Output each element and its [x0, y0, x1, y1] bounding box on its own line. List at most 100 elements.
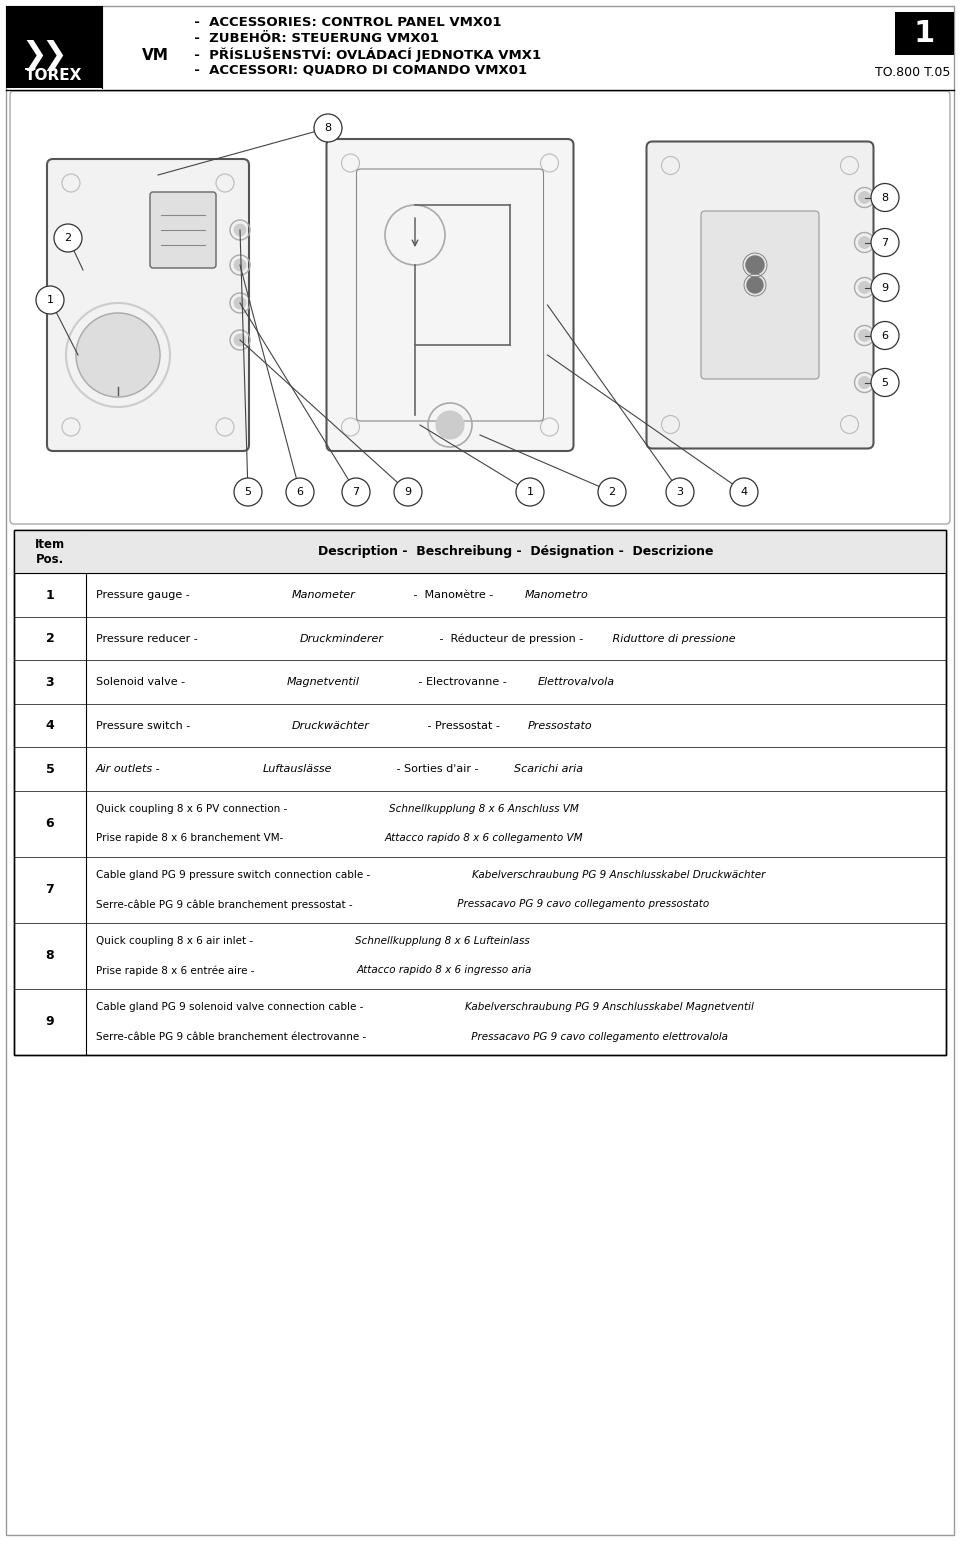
- Bar: [14, 530, 946, 1056]
- Circle shape: [314, 114, 342, 142]
- Circle shape: [871, 322, 899, 350]
- Text: - Pressostat -: - Pressostat -: [424, 721, 504, 730]
- Text: Cable gland PG 9 solenoid valve connection cable -: Cable gland PG 9 solenoid valve connecti…: [96, 1003, 367, 1012]
- Circle shape: [746, 256, 764, 274]
- Text: Scarichi aria: Scarichi aria: [514, 764, 583, 774]
- Text: Druckwächter: Druckwächter: [292, 721, 370, 730]
- Circle shape: [871, 273, 899, 302]
- Text: Elettrovalvola: Elettrovalvola: [538, 676, 614, 687]
- Text: Kabelverschraubung PG 9 Anschlusskabel Druckwächter: Kabelverschraubung PG 9 Anschlusskabel D…: [472, 871, 765, 880]
- Bar: [14, 530, 946, 573]
- Text: 6: 6: [881, 330, 889, 341]
- Text: 5: 5: [245, 487, 252, 498]
- Circle shape: [234, 334, 246, 347]
- FancyBboxPatch shape: [646, 142, 874, 448]
- Text: 8: 8: [881, 193, 889, 202]
- Bar: [895, 12, 954, 55]
- Text: 7: 7: [46, 883, 55, 897]
- Circle shape: [858, 330, 871, 342]
- Circle shape: [76, 313, 160, 398]
- Text: Magnetventil: Magnetventil: [287, 676, 360, 687]
- Text: Prise rapide 8 x 6 entrée aire -: Prise rapide 8 x 6 entrée aire -: [96, 965, 257, 975]
- Text: 7: 7: [881, 237, 889, 248]
- Text: 6: 6: [46, 817, 55, 831]
- Text: Schnellkupplung 8 x 6 Lufteinlass: Schnellkupplung 8 x 6 Lufteinlass: [355, 937, 530, 946]
- Text: -  Réducteur de pression -: - Réducteur de pression -: [436, 633, 587, 644]
- Text: - Sorties d'air -: - Sorties d'air -: [393, 764, 482, 774]
- Text: Pressure switch -: Pressure switch -: [96, 721, 194, 730]
- Text: Attacco rapido 8 x 6 collegamento VM: Attacco rapido 8 x 6 collegamento VM: [385, 834, 584, 843]
- Text: TO.800 T.05: TO.800 T.05: [875, 66, 950, 79]
- Text: Solenoid valve -: Solenoid valve -: [96, 676, 188, 687]
- Circle shape: [858, 236, 871, 248]
- Text: 9: 9: [881, 282, 889, 293]
- Circle shape: [234, 223, 246, 236]
- Circle shape: [234, 259, 246, 271]
- Text: -  ACCESSORIES: CONTROL PANEL VMX01: - ACCESSORIES: CONTROL PANEL VMX01: [185, 15, 501, 28]
- Circle shape: [342, 478, 370, 505]
- Text: -  Manoмètre -: - Manoмètre -: [410, 590, 496, 599]
- Text: Quick coupling 8 x 6 PV connection -: Quick coupling 8 x 6 PV connection -: [96, 804, 291, 814]
- Text: 4: 4: [740, 487, 748, 498]
- Text: 1: 1: [46, 589, 55, 601]
- Text: Pressostato: Pressostato: [528, 721, 593, 730]
- Text: 6: 6: [297, 487, 303, 498]
- Circle shape: [871, 183, 899, 211]
- Circle shape: [871, 228, 899, 256]
- Text: ❯: ❯: [41, 40, 67, 71]
- Text: Luftauslässe: Luftauslässe: [262, 764, 332, 774]
- Text: Manometer: Manometer: [292, 590, 355, 599]
- Circle shape: [858, 282, 871, 293]
- Text: Cable gland PG 9 pressure switch connection cable -: Cable gland PG 9 pressure switch connect…: [96, 871, 373, 880]
- FancyBboxPatch shape: [326, 139, 573, 452]
- Text: 9: 9: [46, 1016, 55, 1028]
- Text: 9: 9: [404, 487, 412, 498]
- Circle shape: [598, 478, 626, 505]
- Text: Air outlets -: Air outlets -: [96, 764, 164, 774]
- Circle shape: [666, 478, 694, 505]
- Text: 5: 5: [46, 763, 55, 775]
- Text: VM: VM: [141, 48, 168, 63]
- Circle shape: [394, 478, 422, 505]
- Text: ❯: ❯: [21, 40, 47, 71]
- Circle shape: [747, 277, 763, 293]
- Circle shape: [730, 478, 758, 505]
- Text: Pressacavo PG 9 cavo collegamento elettrovalola: Pressacavo PG 9 cavo collegamento elettr…: [468, 1031, 728, 1042]
- Text: Druckminderer: Druckminderer: [300, 633, 384, 644]
- Text: Pressure reducer -: Pressure reducer -: [96, 633, 202, 644]
- Text: Riduttore di pressione: Riduttore di pressione: [609, 633, 735, 644]
- Circle shape: [234, 297, 246, 310]
- Text: 2: 2: [609, 487, 615, 498]
- Text: 3: 3: [46, 675, 55, 689]
- Text: 08.08: 08.08: [906, 11, 950, 25]
- Text: Pressure gauge -: Pressure gauge -: [96, 590, 193, 599]
- Text: 7: 7: [352, 487, 360, 498]
- Text: Quick coupling 8 x 6 air inlet -: Quick coupling 8 x 6 air inlet -: [96, 937, 256, 946]
- Circle shape: [36, 287, 64, 314]
- Text: 1: 1: [526, 487, 534, 498]
- Bar: [14, 530, 946, 1056]
- Text: TOREX: TOREX: [25, 68, 83, 83]
- Text: 2: 2: [64, 233, 72, 243]
- Text: 1: 1: [914, 18, 935, 48]
- Text: 8: 8: [324, 123, 331, 133]
- Text: 2: 2: [46, 632, 55, 646]
- Text: 4: 4: [46, 720, 55, 732]
- Text: -  ACCESSORI: QUADRO DI COMANDO VMX01: - ACCESSORI: QUADRO DI COMANDO VMX01: [185, 63, 527, 77]
- Text: Item
Pos.: Item Pos.: [35, 538, 65, 566]
- Circle shape: [858, 191, 871, 203]
- FancyBboxPatch shape: [701, 211, 819, 379]
- Circle shape: [871, 368, 899, 396]
- Text: Description -  Beschreibung -  Désignation -  Descrizione: Description - Beschreibung - Désignation…: [319, 546, 713, 558]
- Text: Attacco rapido 8 x 6 ingresso aria: Attacco rapido 8 x 6 ingresso aria: [356, 966, 532, 975]
- Text: Prise rapide 8 x 6 branchement VM-: Prise rapide 8 x 6 branchement VM-: [96, 834, 287, 843]
- Text: ®: ®: [89, 12, 98, 22]
- Circle shape: [436, 411, 464, 439]
- Text: 8: 8: [46, 949, 55, 963]
- Text: Kabelverschraubung PG 9 Anschlusskabel Magnetventil: Kabelverschraubung PG 9 Anschlusskabel M…: [465, 1003, 754, 1012]
- Text: - Electrovanne -: - Electrovanne -: [416, 676, 511, 687]
- FancyBboxPatch shape: [150, 193, 216, 268]
- FancyBboxPatch shape: [10, 91, 950, 524]
- Text: 3: 3: [677, 487, 684, 498]
- Circle shape: [516, 478, 544, 505]
